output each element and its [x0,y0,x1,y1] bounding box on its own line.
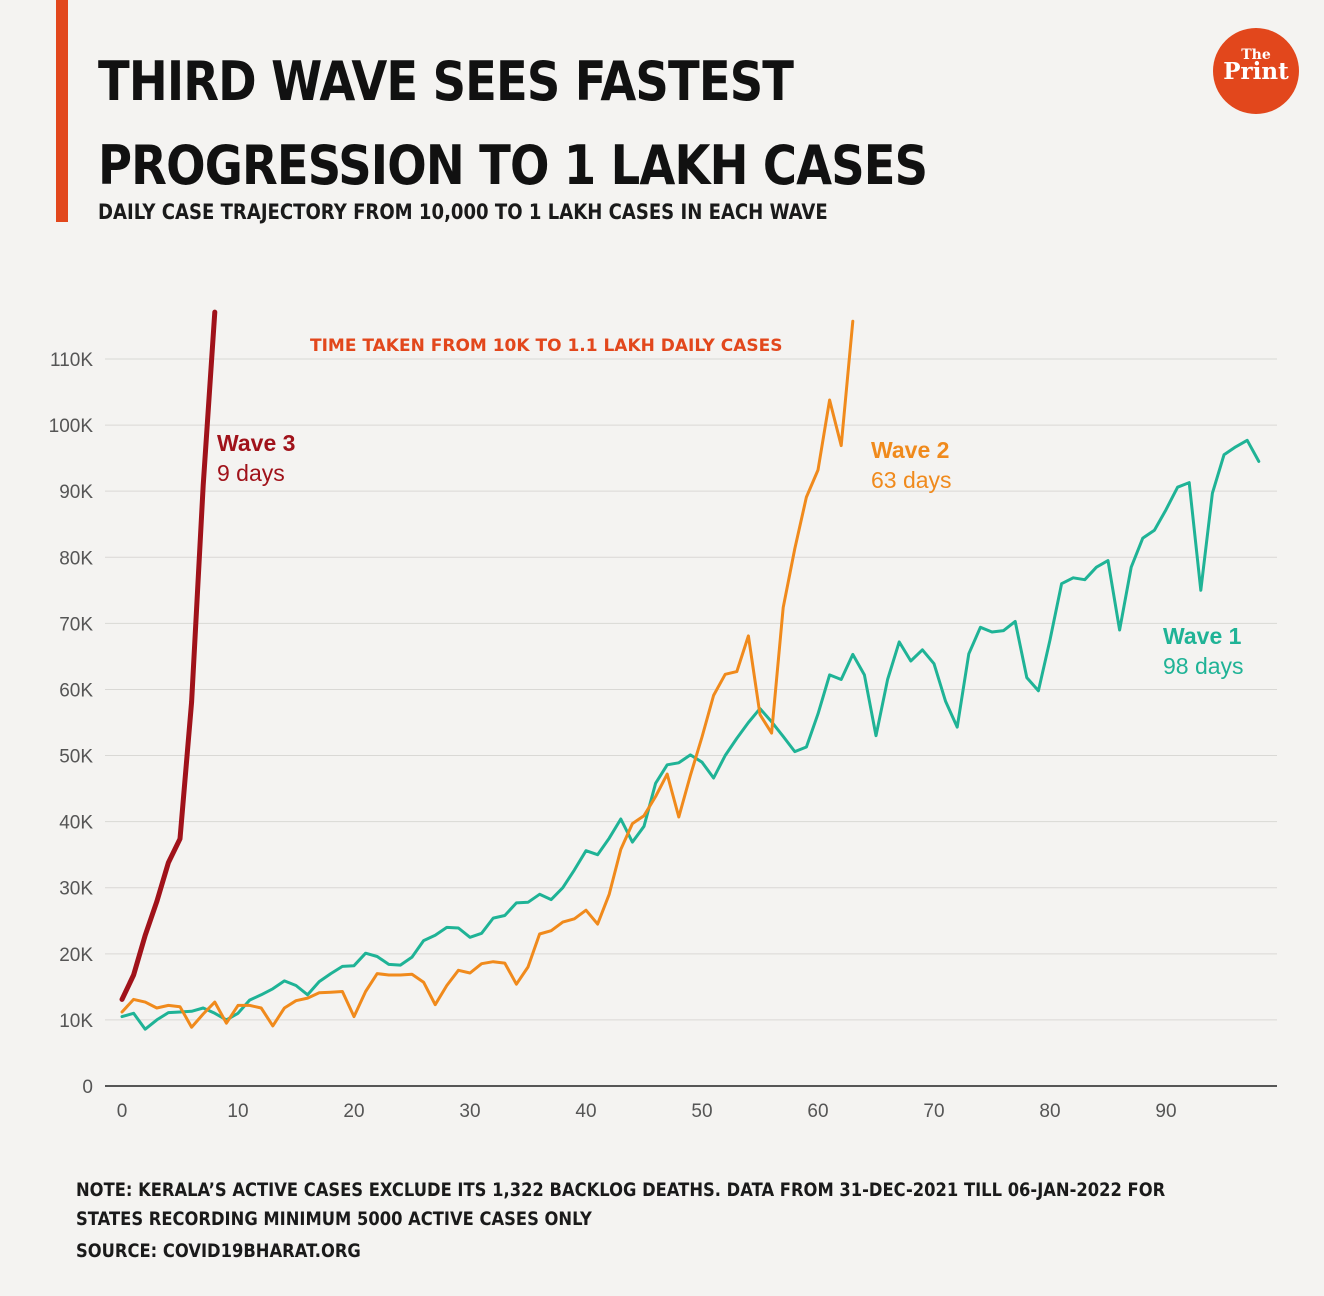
y-tick-label: 30K [59,879,93,900]
theprint-logo: The Print [1213,28,1299,114]
y-tick-label: 60K [59,680,93,701]
y-tick-label: 0 [82,1077,93,1098]
series-line-wave-3 [119,309,218,1002]
y-tick-label: 80K [59,548,93,569]
accent-bar [56,0,68,222]
x-tick-label: 70 [923,1101,944,1122]
y-tick-label: 50K [59,747,93,768]
y-tick-label: 110K [50,350,93,371]
wave-1-days-label: 98 days [1163,653,1244,679]
x-tick-label: 60 [807,1101,828,1122]
logo-the: The [1241,47,1271,63]
footnote: NOTE: KERALA’S ACTIVE CASES EXCLUDE ITS … [76,1179,1166,1230]
x-tick-label: 10 [227,1101,248,1122]
logo-print: Print [1223,58,1289,85]
y-axis-ticks: 0 10K 20K 30K 40K 50K 60K 70K 80K 90K 100K 110K [49,350,94,1098]
series-labels: Wave 1 98 days Wave 2 63 days Wave 3 9 days [217,430,1244,679]
grid-lines [105,358,1277,1021]
chart-subtitle: DAILY CASE TRAJECTORY FROM 10,000 TO 1 L… [98,200,828,224]
y-tick-label: 40K [59,813,93,834]
x-tick-label: 30 [459,1101,480,1122]
series-lines [119,309,1261,1031]
series-line-wave-1 [120,438,1261,1031]
x-tick-label: 40 [575,1101,596,1122]
x-tick-label: 0 [117,1101,128,1122]
x-tick-label: 50 [691,1101,712,1122]
source-note: SOURCE: COVID19BHARAT.ORG [76,1240,361,1262]
wave-3-label: Wave 3 [217,430,295,456]
wave-1-label: Wave 1 [1163,623,1242,649]
wave-3-days-label: 9 days [217,460,285,486]
wave-2-label: Wave 2 [871,437,949,463]
x-tick-label: 90 [1155,1101,1176,1122]
series-line-wave-2 [120,319,855,1029]
y-tick-label: 20K [59,945,93,966]
chart-title: THIRD WAVE SEES FASTEST PROGRESSION TO 1… [98,50,928,197]
y-tick-label: 70K [59,614,93,635]
x-tick-label: 80 [1039,1101,1060,1122]
x-axis-ticks: 0 10 20 30 40 50 60 70 80 90 [117,1101,1177,1122]
y-tick-label: 100K [49,416,94,437]
y-tick-label: 10K [59,1011,93,1032]
wave-2-days-label: 63 days [871,467,952,493]
x-tick-label: 20 [343,1101,364,1122]
chart-annotation: TIME TAKEN FROM 10K TO 1.1 LAKH DAILY CA… [310,336,783,356]
y-tick-label: 90K [59,482,93,503]
